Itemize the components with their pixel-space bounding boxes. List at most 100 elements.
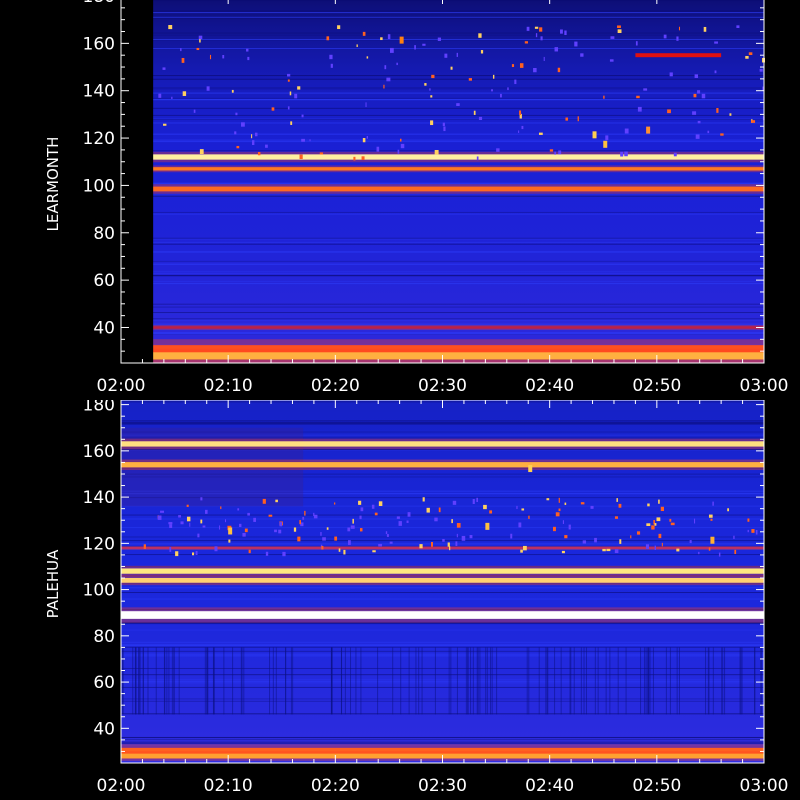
y-tick-label: 140 — [83, 488, 115, 508]
noise-line — [121, 260, 764, 262]
burst-dot — [407, 512, 411, 517]
noise-line — [121, 281, 764, 283]
burst-dot — [437, 37, 441, 41]
spectrogram-learmonth: LEARMONTH 40 60 80 100 120 140 160 180 02:00 02:1… — [44, 0, 789, 396]
burst-dot — [214, 546, 218, 552]
burst-dot — [158, 93, 162, 98]
noise-column — [448, 647, 450, 715]
noise-column — [485, 647, 487, 715]
burst-dot — [293, 527, 297, 532]
burst-dot — [456, 52, 458, 57]
noise-column — [166, 647, 168, 715]
y-tick-label: 100 — [83, 176, 115, 196]
burst-dot — [645, 544, 650, 549]
noise-line — [121, 583, 764, 585]
noise-line — [121, 318, 764, 320]
noise-column — [415, 647, 417, 715]
noise-column — [155, 647, 157, 715]
burst-dot — [385, 531, 388, 534]
burst-dot — [181, 57, 185, 63]
frequency-band — [121, 747, 764, 756]
noise-column — [754, 647, 756, 715]
noise-line — [121, 237, 764, 239]
burst-dot — [647, 503, 650, 507]
noise-line — [121, 312, 764, 314]
burst-dot — [347, 540, 351, 545]
burst-dot — [160, 510, 165, 513]
burst-dot — [313, 512, 315, 516]
burst-dot — [265, 551, 269, 556]
noise-column — [206, 647, 208, 715]
noise-line — [121, 139, 764, 141]
burst-dot — [289, 91, 292, 96]
noise-column — [708, 647, 710, 715]
burst-dot — [200, 497, 203, 501]
plot-area: 40 60 80 100 120 140 160 180 02:00 02:10 02:20 02:3… — [83, 400, 789, 796]
noise-column — [465, 647, 467, 715]
radio-burst — [710, 536, 715, 544]
burst-dot — [555, 512, 560, 517]
noise-column — [569, 647, 571, 715]
noise-column — [712, 647, 714, 715]
burst-dot — [660, 506, 664, 512]
noise-line — [121, 275, 764, 277]
noise-column — [605, 647, 607, 715]
burst-dot — [729, 113, 732, 116]
burst-dot — [366, 56, 369, 59]
noise-column — [528, 647, 530, 715]
burst-dot — [236, 145, 240, 149]
burst-dot — [434, 517, 438, 522]
frequency-band — [121, 326, 764, 329]
burst-dot — [716, 108, 719, 113]
noise-line — [121, 610, 764, 612]
noise-column — [741, 647, 743, 715]
noise-column — [554, 647, 556, 715]
noise-column — [645, 647, 647, 715]
burst-dot — [492, 74, 495, 79]
burst-dot — [247, 512, 250, 516]
burst-dot — [304, 510, 306, 516]
noise-line — [121, 12, 764, 14]
noise-line — [121, 548, 764, 550]
burst-dot — [334, 536, 338, 541]
noise-column — [705, 647, 707, 715]
noise-line — [121, 39, 764, 41]
y-tick-label: 60 — [93, 673, 115, 693]
burst-dot — [419, 544, 423, 549]
burst-dot — [697, 90, 701, 94]
burst-dot — [352, 518, 354, 524]
noise-line — [121, 422, 764, 424]
burst-dot — [287, 106, 290, 110]
burst-dot — [359, 515, 362, 520]
burst-dot — [313, 514, 318, 519]
noise-column — [479, 647, 481, 715]
radio-burst — [592, 131, 597, 139]
noise-column — [138, 647, 140, 715]
burst-dot — [609, 59, 614, 62]
burst-dot — [444, 53, 448, 58]
burst-dot — [362, 31, 366, 36]
noise-column — [275, 647, 277, 715]
burst-dot — [703, 26, 707, 32]
noise-column — [139, 647, 141, 715]
noise-column — [546, 647, 548, 715]
noise-line — [121, 744, 764, 746]
burst-dot — [168, 522, 173, 525]
burst-dot — [362, 138, 366, 143]
noise-line — [121, 514, 764, 516]
y-tick-label: 160 — [83, 442, 115, 462]
burst-dot — [353, 156, 356, 161]
noise-line — [121, 34, 764, 36]
burst-dot — [422, 43, 426, 46]
noise-line — [121, 118, 764, 120]
noise-column — [538, 647, 540, 715]
burst-dot — [386, 534, 389, 537]
noise-line — [121, 319, 764, 321]
noise-line — [121, 99, 764, 101]
noise-line — [121, 431, 764, 433]
noise-line — [121, 644, 764, 646]
noise-line — [121, 323, 764, 325]
noise-column — [467, 647, 469, 715]
noise-column — [171, 647, 173, 715]
background-shading — [121, 0, 764, 363]
